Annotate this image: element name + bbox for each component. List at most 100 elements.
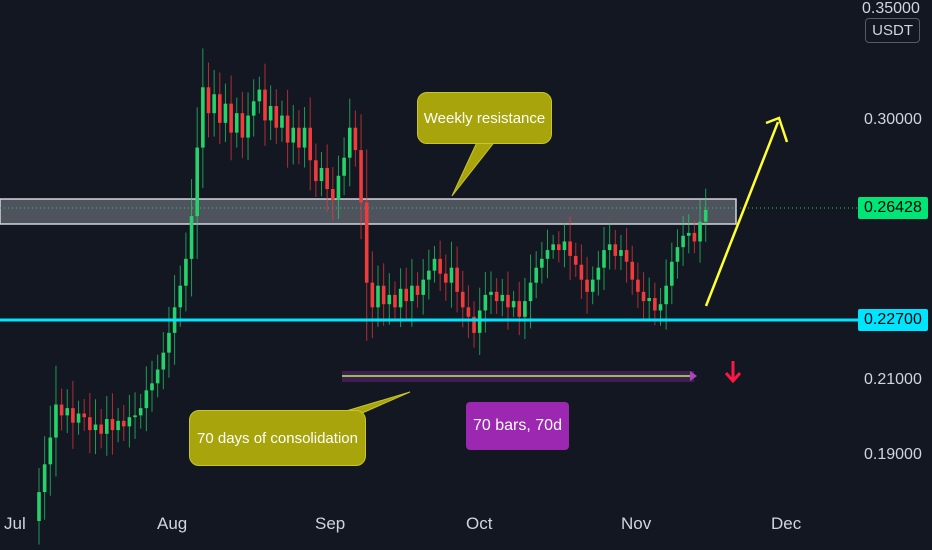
candle-body bbox=[670, 261, 674, 286]
candle-body bbox=[381, 285, 386, 305]
candle-body bbox=[59, 404, 64, 416]
candle-body bbox=[138, 408, 143, 416]
candle-body bbox=[393, 294, 397, 308]
bearish-arrow[interactable] bbox=[724, 361, 742, 384]
consolidation-callout[interactable]: 70 days of consolidation bbox=[189, 410, 366, 466]
candle-body bbox=[398, 288, 403, 308]
candle-body bbox=[302, 127, 307, 148]
candle-body bbox=[133, 415, 137, 418]
candle-body bbox=[506, 294, 510, 308]
y-tick-label: 0.35000 bbox=[862, 0, 920, 17]
candlestick-series bbox=[37, 48, 708, 545]
candle-body bbox=[686, 232, 691, 236]
candle-body bbox=[370, 282, 375, 308]
candle-body bbox=[314, 160, 318, 182]
date-range-tool[interactable] bbox=[342, 371, 697, 382]
candle-body bbox=[557, 244, 561, 251]
candle-body bbox=[658, 304, 663, 311]
x-tick-label: Sep bbox=[315, 514, 345, 533]
candle-body bbox=[500, 294, 505, 302]
candle-body bbox=[54, 404, 58, 438]
candle-body bbox=[88, 417, 92, 431]
candle-body bbox=[653, 297, 657, 311]
bullish-arrow-line bbox=[704, 121, 780, 307]
candle-body bbox=[178, 285, 183, 308]
x-axis[interactable]: Jul Aug Sep Oct Nov Dec bbox=[4, 514, 802, 533]
candle-body bbox=[229, 103, 233, 133]
candle-body bbox=[263, 89, 267, 121]
candle-body bbox=[218, 94, 222, 123]
candle-body bbox=[121, 420, 126, 427]
candle-body bbox=[268, 106, 273, 121]
candle-body bbox=[71, 408, 75, 423]
candle-body bbox=[127, 417, 132, 427]
candle-body bbox=[353, 127, 358, 151]
candle-body bbox=[607, 244, 612, 251]
candle-body bbox=[573, 255, 578, 265]
candle-body bbox=[410, 285, 414, 302]
candle-body bbox=[404, 288, 409, 302]
candle-body bbox=[325, 167, 329, 189]
bearish-arrowhead bbox=[724, 372, 742, 384]
candle-body bbox=[167, 332, 171, 353]
candle-body bbox=[291, 127, 296, 143]
candle-body bbox=[540, 258, 544, 268]
candle-body bbox=[568, 241, 572, 256]
candle-body bbox=[246, 115, 250, 138]
candle-body bbox=[331, 188, 335, 200]
candle-body bbox=[624, 250, 629, 262]
candle-body bbox=[37, 492, 41, 522]
candle-body bbox=[223, 103, 228, 123]
candle-body bbox=[698, 221, 702, 242]
candle-body bbox=[455, 267, 459, 292]
candle-body bbox=[201, 87, 205, 148]
candle-body bbox=[613, 244, 618, 256]
candle-body bbox=[155, 369, 160, 384]
candle-body bbox=[359, 150, 363, 203]
candle-body bbox=[432, 258, 437, 271]
candle-body bbox=[150, 383, 154, 391]
candle-body bbox=[99, 424, 103, 434]
candle-body bbox=[619, 250, 623, 256]
candle-body bbox=[161, 352, 166, 370]
candle-body bbox=[551, 244, 555, 251]
candle-body bbox=[647, 297, 651, 302]
weekly-resistance-callout[interactable]: Weekly resistance bbox=[417, 92, 552, 144]
x-tick-label: Aug bbox=[157, 514, 187, 533]
x-tick-label: Jul bbox=[4, 514, 26, 533]
candle-body bbox=[116, 420, 120, 431]
candle-body bbox=[703, 209, 708, 222]
candle-body bbox=[489, 291, 493, 295]
candle-body bbox=[641, 291, 646, 302]
candle-body bbox=[82, 413, 86, 418]
candle-body bbox=[376, 285, 380, 308]
support-price-tag: 0.22700 bbox=[858, 309, 928, 331]
candle-body bbox=[212, 94, 216, 114]
y-axis[interactable]: 0.35000 0.30000 0.21000 0.19000 bbox=[862, 0, 922, 463]
candle-body bbox=[562, 241, 567, 251]
candle-body bbox=[630, 261, 635, 280]
candle-body bbox=[251, 101, 256, 116]
currency-label[interactable]: USDT bbox=[865, 18, 920, 43]
candle-body bbox=[257, 89, 262, 102]
candle-body bbox=[415, 285, 420, 295]
candle-body bbox=[511, 301, 516, 308]
candle-body bbox=[387, 294, 392, 305]
candle-body bbox=[444, 273, 448, 283]
range-label[interactable]: 70 bars, 70d bbox=[466, 402, 569, 450]
candle-body bbox=[110, 419, 115, 431]
y-tick-label: 0.19000 bbox=[864, 446, 922, 463]
candle-body bbox=[93, 424, 98, 431]
bullish-arrow[interactable] bbox=[704, 116, 789, 307]
current-price-tag: 0.26428 bbox=[858, 197, 928, 219]
candle-body bbox=[449, 267, 454, 283]
candle-body bbox=[342, 157, 346, 176]
candle-body bbox=[42, 464, 47, 493]
candle-body bbox=[206, 87, 211, 114]
candle-body bbox=[590, 279, 595, 292]
candle-body bbox=[184, 258, 188, 286]
candle-body bbox=[585, 279, 589, 292]
candle-body bbox=[438, 258, 442, 274]
candle-body bbox=[460, 291, 465, 308]
